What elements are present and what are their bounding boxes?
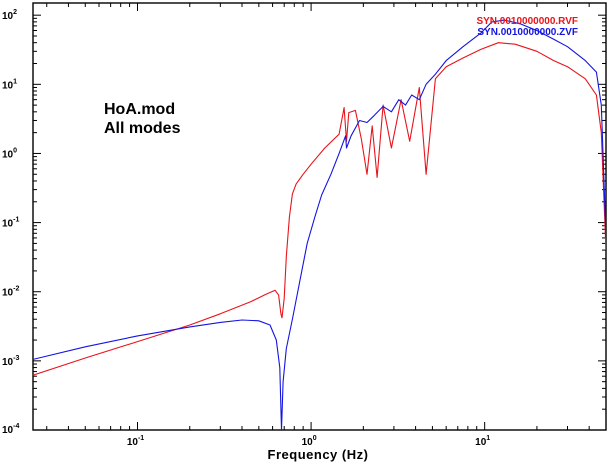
series-line-0	[33, 42, 606, 376]
x-tick-label: 100	[302, 435, 317, 448]
legend-entry-rvf: SYN.0010000000.RVF	[476, 16, 578, 27]
x-tick-labels: 10-1 100 101	[127, 435, 490, 448]
annotation-modes: All modes	[104, 120, 181, 137]
y-tick-label: 10-1	[2, 217, 19, 230]
minor-ticks	[33, 3, 607, 430]
x-axis-title: Frequency (Hz)	[268, 447, 369, 462]
x-tick-label: 10-1	[127, 435, 144, 448]
legend-entry-zvf: SYN.0010000000.ZVF	[477, 27, 578, 38]
annotation-model: HoA.mod	[104, 101, 175, 118]
y-tick-label: 100	[2, 147, 17, 160]
plot-frame	[32, 2, 607, 431]
major-ticks	[33, 3, 606, 431]
y-tick-label: 102	[2, 9, 17, 22]
series-line-1	[33, 19, 606, 430]
y-tick-label: 10-2	[2, 286, 19, 299]
y-tick-label: 10-4	[2, 423, 19, 436]
y-tick-label: 101	[2, 78, 17, 91]
y-tick-labels: 102 101 100 10-1 10-2 10-3 10-4	[2, 9, 19, 436]
series-layer	[33, 19, 606, 430]
x-tick-label: 101	[475, 435, 490, 448]
y-tick-label: 10-3	[2, 355, 19, 368]
